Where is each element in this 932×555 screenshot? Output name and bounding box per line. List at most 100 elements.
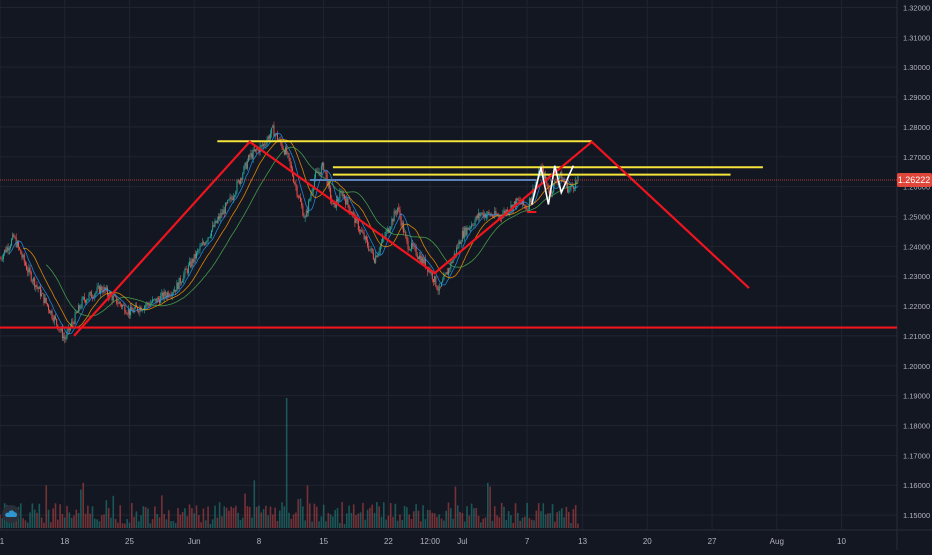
candle-body — [214, 220, 216, 227]
volume-bar — [119, 505, 122, 528]
candle-body — [0, 258, 2, 259]
candle-body — [319, 172, 321, 175]
candle-body — [249, 155, 251, 157]
price-axis[interactable]: 1.32000 1.31000 1.30000 1.29000 1.28000 1.270… — [903, 3, 930, 520]
candle-body — [232, 196, 234, 200]
volume-bar — [366, 509, 369, 528]
candle-body — [498, 216, 500, 217]
volume-bar — [498, 517, 501, 528]
time-axis[interactable]: 11 18 25 Jun 8 15 22 12:00 Jul 7 13 20 27 Aug 10 — [0, 537, 847, 546]
candle-body — [281, 143, 283, 149]
candle-body — [175, 289, 177, 292]
candle-body — [16, 241, 18, 247]
candle-body — [267, 136, 269, 141]
candle-body — [1, 258, 3, 260]
candle-body — [394, 211, 396, 213]
volume-bar — [31, 503, 34, 528]
volume-bar — [103, 514, 105, 528]
candle-body — [305, 210, 307, 218]
candle-body — [199, 246, 201, 251]
volume-bar — [512, 522, 515, 528]
candle-body — [253, 149, 255, 152]
candle-body — [368, 246, 370, 251]
candle-body — [473, 225, 475, 226]
volume-bar — [223, 506, 226, 528]
volume-bar — [290, 518, 293, 528]
candle-body — [123, 305, 125, 306]
volume-bar — [63, 517, 66, 528]
volume-bar — [93, 518, 96, 528]
candle-body — [56, 318, 58, 325]
candle-body — [457, 247, 459, 249]
volume-bar — [75, 509, 78, 528]
volume-bar — [239, 519, 242, 528]
candle-body — [408, 249, 410, 251]
candle-body — [421, 257, 423, 263]
candle-body — [490, 214, 492, 216]
candle-body — [528, 198, 530, 209]
current-price-tag-bg — [897, 173, 932, 187]
volume-bar — [165, 519, 168, 528]
volume-layer — [0, 398, 579, 528]
candle-body — [59, 329, 61, 331]
volume-bar — [567, 511, 570, 528]
candle-body — [424, 258, 426, 268]
candle-body — [41, 293, 43, 297]
candle-body — [432, 279, 434, 283]
candle-body — [185, 268, 187, 270]
price-tick-label: 1.20000 — [903, 362, 930, 371]
candle-body — [494, 211, 496, 217]
candle-body — [200, 245, 202, 247]
candle-body — [101, 286, 103, 291]
candle-body — [79, 305, 81, 309]
candle-body — [44, 297, 46, 303]
volume-bar — [198, 515, 200, 528]
candle-body — [342, 194, 344, 196]
candle-body — [542, 168, 544, 179]
volume-bar — [433, 513, 436, 528]
candle-body — [474, 219, 476, 226]
zigzag-projection — [73, 140, 750, 337]
candle-body — [306, 210, 308, 213]
candle-body — [279, 139, 281, 140]
volume-bar — [551, 504, 554, 528]
volume-bar — [496, 515, 498, 528]
volume-bar — [177, 508, 179, 528]
tradingview-cloud-icon[interactable] — [2, 505, 20, 523]
volume-bar — [454, 486, 457, 528]
volume-bar — [526, 502, 528, 528]
price-tick-label: 1.25000 — [903, 212, 930, 221]
candle-body — [221, 212, 223, 215]
candle-body — [503, 210, 505, 215]
candle-body — [442, 280, 444, 283]
volume-bar — [459, 511, 461, 528]
volume-bar — [436, 516, 438, 528]
candle-body — [378, 251, 380, 254]
candle-body — [400, 216, 402, 226]
volume-bar — [385, 519, 387, 528]
candle-body — [463, 230, 465, 238]
candle-body — [113, 295, 115, 297]
candle-body — [215, 220, 217, 223]
candle-body — [265, 144, 267, 146]
volume-bar — [225, 507, 228, 528]
volume-bar — [188, 504, 191, 528]
volume-bar — [484, 517, 487, 528]
volume-bar — [283, 506, 286, 528]
candle-body — [390, 226, 392, 231]
volume-bar — [126, 519, 128, 528]
candle-body — [184, 268, 186, 275]
candle-body — [454, 253, 456, 255]
volume-bar — [419, 521, 422, 528]
volume-bar — [440, 518, 443, 528]
volume-bar — [408, 514, 410, 528]
candle-body — [119, 301, 121, 305]
candle-body — [134, 305, 136, 309]
candle-body — [313, 177, 315, 188]
candle-body — [404, 231, 406, 233]
candle-body — [363, 233, 365, 240]
candle-body — [572, 186, 574, 190]
